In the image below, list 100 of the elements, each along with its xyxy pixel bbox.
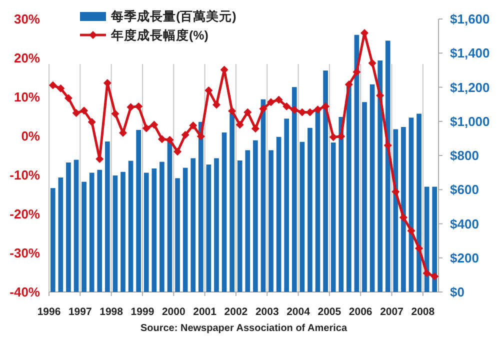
- x-tick-label: 2003: [255, 306, 279, 318]
- x-tick-label: 1997: [68, 306, 92, 318]
- y-tick-label: 0%: [21, 128, 40, 144]
- x-tick-label: 2005: [318, 306, 342, 318]
- bar: [276, 136, 282, 292]
- bar: [370, 84, 375, 292]
- y2-tick-label: $400: [450, 216, 479, 232]
- point: [407, 226, 416, 235]
- x-tick-label: 2007: [380, 306, 404, 318]
- point: [158, 135, 166, 144]
- bar: [432, 186, 438, 292]
- bar: [152, 168, 157, 292]
- point: [189, 121, 198, 130]
- bar: [58, 178, 64, 292]
- bar: [160, 162, 164, 292]
- bar: [120, 172, 126, 292]
- y2-tick-label: $0: [450, 284, 464, 300]
- point: [56, 84, 65, 92]
- x-tick-label: 1998: [100, 306, 124, 318]
- y-tick-label: -10%: [10, 168, 40, 182]
- bar: [74, 160, 79, 292]
- y-tick-label: -30%: [10, 246, 40, 260]
- point: [274, 96, 283, 104]
- y2-tick-label: $800: [450, 148, 479, 163]
- point: [430, 272, 439, 280]
- bar: [308, 128, 312, 292]
- legend-label: 每季成長量(百萬美元): [110, 8, 236, 24]
- bar: [292, 87, 297, 292]
- bar: [253, 140, 258, 292]
- bar: [237, 160, 242, 292]
- point: [174, 148, 182, 156]
- point: [88, 118, 96, 126]
- legend-label: 年度成長幅度(%): [110, 28, 208, 42]
- point: [392, 188, 400, 196]
- point: [134, 102, 143, 110]
- bar: [182, 168, 188, 292]
- bar: [136, 130, 141, 292]
- point: [64, 94, 72, 102]
- x-tick-label: 2002: [224, 306, 248, 318]
- bar: [105, 142, 110, 292]
- bar: [385, 40, 390, 292]
- point: [251, 124, 260, 133]
- bar: [230, 113, 234, 292]
- point: [267, 98, 276, 106]
- bar: [416, 114, 422, 292]
- bar: [401, 127, 406, 292]
- bar: [198, 122, 204, 292]
- point: [344, 80, 353, 89]
- point: [196, 132, 205, 140]
- point: [80, 106, 88, 115]
- bar: [97, 170, 102, 292]
- point: [166, 136, 174, 144]
- x-tick-label: 2006: [348, 306, 372, 318]
- bar: [214, 158, 219, 292]
- bar: [66, 162, 71, 292]
- point: [376, 91, 384, 100]
- point: [329, 133, 338, 142]
- x-tick-label: 1996: [37, 306, 61, 318]
- point: [322, 102, 330, 110]
- point: [352, 68, 361, 76]
- bar: [284, 118, 290, 292]
- bar: [50, 188, 56, 292]
- point: [399, 214, 408, 222]
- bar: [338, 116, 344, 292]
- point: [415, 244, 424, 252]
- bar: [268, 150, 274, 292]
- point: [368, 59, 376, 68]
- y2-tick-label: $200: [450, 250, 479, 266]
- bar: [300, 142, 305, 292]
- bar: [112, 175, 118, 292]
- y2-tick-label: $1,000: [450, 114, 490, 129]
- point: [236, 120, 244, 129]
- point: [282, 102, 291, 110]
- point: [142, 124, 150, 132]
- point: [181, 130, 190, 139]
- x-tick-label: 2004: [286, 306, 310, 318]
- y-tick-label: -40%: [10, 284, 40, 300]
- y2-tick-label: $1,200: [450, 80, 490, 95]
- point: [337, 132, 346, 140]
- point: [48, 81, 57, 90]
- point: [228, 107, 236, 116]
- bar: [378, 60, 382, 292]
- x-tick-label: 2000: [162, 306, 186, 318]
- bar: [167, 140, 172, 292]
- bar: [128, 160, 134, 292]
- y-tick-label: 30%: [14, 12, 40, 26]
- point: [126, 103, 135, 112]
- point: [259, 104, 268, 113]
- bar: [89, 172, 94, 292]
- point: [290, 106, 298, 114]
- y-tick-label: 20%: [14, 50, 40, 66]
- bar: [245, 150, 250, 292]
- bar: [144, 172, 149, 292]
- bar: [175, 178, 180, 292]
- bar: [82, 182, 86, 292]
- bar: [222, 132, 227, 292]
- x-tick-label: 2008: [411, 306, 435, 318]
- point: [72, 108, 80, 117]
- x-tick-label: 1999: [130, 306, 154, 318]
- point: [150, 120, 158, 129]
